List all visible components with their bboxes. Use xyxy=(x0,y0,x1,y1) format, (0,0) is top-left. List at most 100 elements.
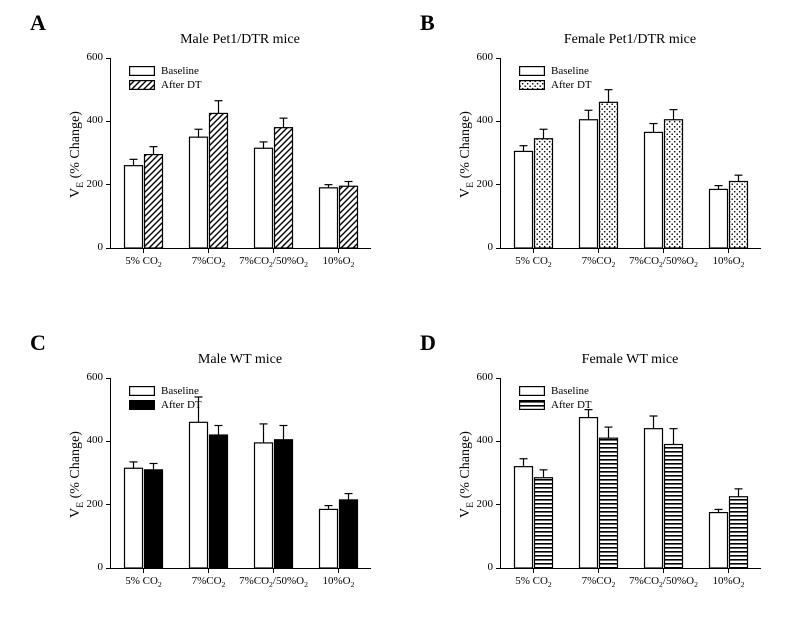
panel-title: Female Pet1/DTR mice xyxy=(500,32,760,48)
panel-letter: D xyxy=(420,330,436,356)
bar-after-dt xyxy=(535,139,553,248)
legend-after-dt: After DT xyxy=(519,78,592,92)
legend-swatch xyxy=(130,67,155,76)
bar-baseline xyxy=(190,137,208,248)
bar-after-dt xyxy=(730,182,748,249)
x-category-label: 10%O2 xyxy=(687,575,771,587)
x-tick xyxy=(533,248,534,253)
panel-A: AMale Pet1/DTR miceVE (% Change)02004006… xyxy=(30,10,400,298)
legend: BaselineAfter DT xyxy=(519,64,592,92)
legend-label: After DT xyxy=(161,399,202,411)
x-tick xyxy=(598,248,599,253)
y-tick-label: 0 xyxy=(73,561,103,573)
x-tick xyxy=(143,568,144,573)
panel-title: Female WT mice xyxy=(500,352,760,368)
bar-baseline xyxy=(710,513,728,568)
panel-C: CMale WT miceVE (% Change)02004006005% C… xyxy=(30,330,400,618)
plot-area: 02004006005% CO27%CO27%CO2/50%O210%O2Bas… xyxy=(500,378,761,569)
legend-swatch xyxy=(520,401,545,410)
bar-baseline xyxy=(515,151,533,248)
bar-after-dt xyxy=(730,497,748,568)
panel-title: Male Pet1/DTR mice xyxy=(110,32,370,48)
y-tick-label: 200 xyxy=(73,178,103,190)
bar-after-dt xyxy=(145,155,163,248)
panel-letter: A xyxy=(30,10,46,36)
bar-after-dt xyxy=(340,186,358,248)
y-tick-label: 400 xyxy=(463,114,493,126)
legend-label: Baseline xyxy=(161,385,199,397)
legend-baseline: Baseline xyxy=(129,64,202,78)
figure-root: AMale Pet1/DTR miceVE (% Change)02004006… xyxy=(0,0,800,629)
x-tick xyxy=(728,568,729,573)
bar-baseline xyxy=(710,189,728,248)
bar-baseline xyxy=(125,166,143,248)
x-tick xyxy=(208,248,209,253)
legend-label: After DT xyxy=(161,79,202,91)
panel-D: DFemale WT miceVE (% Change)02004006005%… xyxy=(420,330,790,618)
legend: Baseline After DT xyxy=(129,64,202,92)
y-tick-label: 600 xyxy=(73,371,103,383)
y-tick-label: 200 xyxy=(73,498,103,510)
y-tick-label: 600 xyxy=(463,51,493,63)
bar-after-dt xyxy=(145,470,163,568)
bar-after-dt xyxy=(665,445,683,569)
legend: Baseline After DT xyxy=(519,384,592,412)
x-tick xyxy=(143,248,144,253)
bar-after-dt xyxy=(535,478,553,568)
x-tick xyxy=(598,568,599,573)
legend-after-dt: After DT xyxy=(129,398,202,412)
legend: Baseline After DT xyxy=(129,384,202,412)
panel-letter: C xyxy=(30,330,46,356)
y-tick-label: 200 xyxy=(463,178,493,190)
bar-after-dt xyxy=(210,113,228,248)
legend-label: After DT xyxy=(551,399,592,411)
bar-baseline xyxy=(580,120,598,248)
y-tick-label: 600 xyxy=(73,51,103,63)
legend-baseline: Baseline xyxy=(519,64,592,78)
legend-after-dt: After DT xyxy=(519,398,592,412)
bar-after-dt xyxy=(600,102,618,248)
y-tick-label: 0 xyxy=(73,241,103,253)
bar-after-dt xyxy=(600,438,618,568)
panel-letter: B xyxy=(420,10,435,36)
bar-after-dt xyxy=(275,128,293,248)
y-tick-label: 200 xyxy=(463,498,493,510)
bar-baseline xyxy=(645,429,663,568)
y-tick-label: 400 xyxy=(463,434,493,446)
legend-swatch xyxy=(130,401,155,410)
y-tick-label: 0 xyxy=(463,561,493,573)
legend-swatch xyxy=(130,387,155,396)
y-tick-label: 400 xyxy=(73,434,103,446)
bar-baseline xyxy=(255,443,273,568)
x-tick xyxy=(663,568,664,573)
legend-baseline: Baseline xyxy=(519,384,592,398)
bar-after-dt xyxy=(665,120,683,248)
plot-area: 02004006005% CO27%CO27%CO2/50%O210%O2Bas… xyxy=(110,58,371,249)
plot-area: 02004006005% CO27%CO27%CO2/50%O210%O2Bas… xyxy=(500,58,761,249)
x-tick xyxy=(663,248,664,253)
legend-swatch xyxy=(520,67,545,76)
bar-baseline xyxy=(320,509,338,568)
y-tick-label: 400 xyxy=(73,114,103,126)
legend-label: Baseline xyxy=(551,385,589,397)
panel-B: BFemale Pet1/DTR miceVE (% Change)020040… xyxy=(420,10,790,298)
y-tick-label: 0 xyxy=(463,241,493,253)
bar-baseline xyxy=(320,188,338,248)
x-tick xyxy=(533,568,534,573)
x-category-label: 10%O2 xyxy=(297,255,381,267)
bar-baseline xyxy=(255,148,273,248)
x-tick xyxy=(208,568,209,573)
legend-label: Baseline xyxy=(161,65,199,77)
bar-baseline xyxy=(125,468,143,568)
legend-swatch xyxy=(130,81,155,90)
legend-swatch xyxy=(520,81,545,90)
x-tick xyxy=(338,568,339,573)
x-category-label: 10%O2 xyxy=(297,575,381,587)
x-tick xyxy=(338,248,339,253)
x-category-label: 10%O2 xyxy=(687,255,771,267)
x-tick xyxy=(728,248,729,253)
bar-after-dt xyxy=(275,440,293,568)
bar-baseline xyxy=(190,422,208,568)
legend-swatch xyxy=(520,387,545,396)
legend-label: After DT xyxy=(551,79,592,91)
